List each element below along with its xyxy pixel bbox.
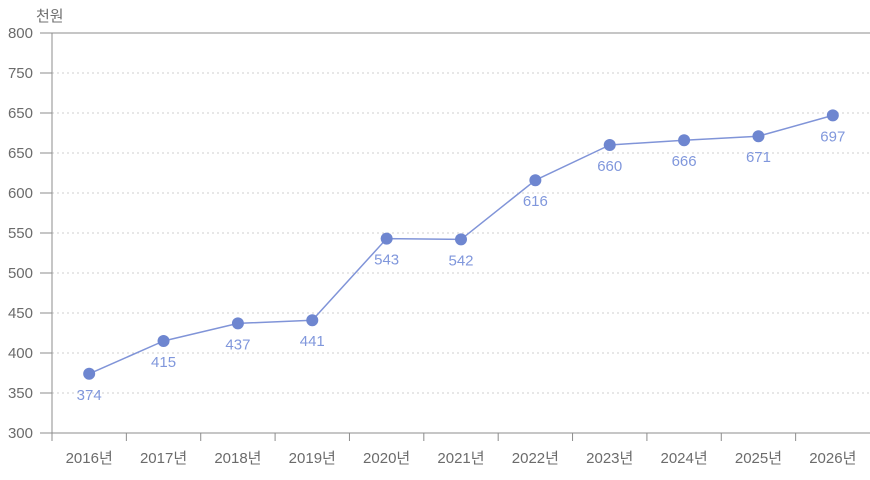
data-point <box>826 109 839 122</box>
data-point-label: 616 <box>523 193 548 210</box>
y-axis-tick-label: 750 <box>8 65 33 82</box>
y-axis-tick-label: 400 <box>8 345 33 362</box>
y-axis-tick-label: 800 <box>8 25 33 42</box>
x-axis-tick-label: 2017년 <box>140 450 187 467</box>
data-point-label: 441 <box>300 333 325 350</box>
data-point-label: 542 <box>448 252 473 269</box>
data-point <box>455 233 467 246</box>
x-axis-tick-label: 2019년 <box>289 450 336 467</box>
x-axis-tick-label: 2024년 <box>661 450 708 467</box>
y-axis-tick-label: 300 <box>8 425 33 442</box>
data-point <box>157 335 170 347</box>
y-axis-unit-label: 천원 <box>36 8 64 25</box>
data-point <box>306 314 319 327</box>
data-point <box>529 174 542 187</box>
y-axis-tick-label: 600 <box>8 185 33 202</box>
x-axis-tick-label: 2026년 <box>809 450 856 467</box>
data-point <box>380 232 393 245</box>
data-point-label: 437 <box>225 336 250 353</box>
y-axis-tick-label: 450 <box>8 305 33 322</box>
data-point <box>83 367 96 380</box>
data-point-label: 415 <box>151 354 176 371</box>
x-axis-tick-label: 2021년 <box>437 450 484 467</box>
y-axis-tick-label: 500 <box>8 265 33 282</box>
x-axis-tick-label: 2020년 <box>363 450 410 467</box>
data-point <box>752 130 765 143</box>
y-axis-tick-label: 550 <box>8 225 33 242</box>
y-axis-tick-label: 650 <box>8 105 33 122</box>
data-point-label: 697 <box>820 128 845 145</box>
x-axis-tick-label: 2018년 <box>214 450 261 467</box>
data-point-label: 374 <box>77 387 102 404</box>
y-axis-tick-label: 650 <box>8 145 33 162</box>
x-axis-tick-label: 2025년 <box>735 450 782 467</box>
data-point-label: 543 <box>374 252 399 269</box>
x-axis-tick-label: 2022년 <box>512 450 559 467</box>
data-point <box>678 134 691 147</box>
data-point-label: 660 <box>597 158 622 175</box>
y-axis-tick-label: 350 <box>8 385 33 402</box>
x-axis-tick-label: 2023년 <box>586 450 633 467</box>
x-axis-tick-label: 2016년 <box>66 450 113 467</box>
data-point <box>231 317 244 330</box>
data-point-label: 671 <box>746 149 771 166</box>
data-point-label: 666 <box>672 153 697 170</box>
data-point <box>603 139 616 151</box>
